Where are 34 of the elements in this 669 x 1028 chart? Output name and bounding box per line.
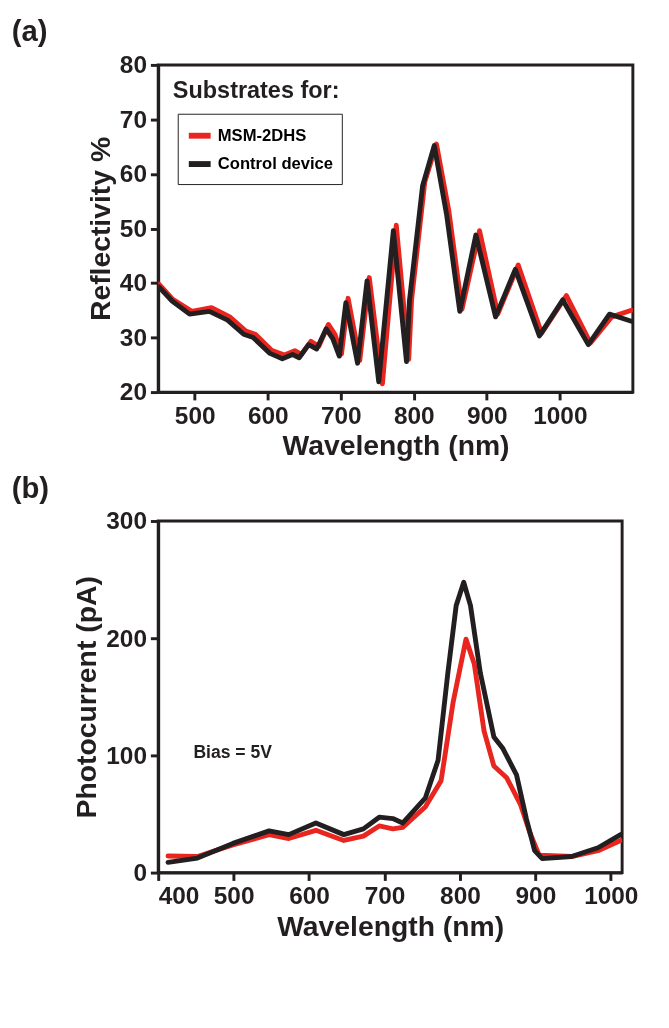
x-tick-label: 500: [213, 882, 255, 910]
x-tick-label: 400: [158, 882, 200, 910]
y-tick-label: 200: [106, 624, 147, 652]
x-tick-label: 600: [247, 401, 289, 429]
legend-label: Control device: [217, 153, 334, 173]
y-tick-label: 30: [119, 323, 147, 351]
y-tick-label: 70: [119, 105, 147, 133]
y-tick-label: 50: [119, 214, 147, 242]
chart-title: (a): [11, 14, 48, 48]
x-tick-label: 900: [515, 882, 557, 910]
x-tick-label: 700: [364, 882, 406, 910]
chart-title: (b): [11, 470, 50, 504]
y-tick-label: 0: [133, 858, 147, 886]
legend-title: Substrates for:: [172, 77, 340, 104]
x-tick-label: 700: [320, 401, 362, 429]
y-tick-label: 100: [106, 741, 147, 769]
x-axis-title: Wavelength (nm): [282, 429, 510, 462]
x-tick-label: 900: [466, 401, 508, 429]
y-tick-label: 300: [106, 507, 147, 535]
x-axis-title: Wavelength (nm): [277, 909, 505, 942]
annotation: Bias = 5V: [193, 741, 273, 762]
x-tick-label: 800: [440, 882, 481, 910]
y-axis-title: Photocurrent (pA): [70, 576, 103, 819]
x-tick-label: 800: [393, 401, 435, 429]
x-tick-label: 500: [174, 401, 216, 429]
y-tick-label: 20: [119, 378, 147, 406]
y-tick-label: 40: [119, 269, 147, 297]
x-tick-label: 1000: [584, 882, 639, 910]
y-tick-label: 80: [119, 51, 147, 79]
x-tick-label: 600: [289, 882, 330, 910]
x-tick-label: 1000: [533, 401, 588, 429]
y-axis-title: Reflectivity %: [84, 136, 117, 322]
legend-label: MSM-2DHS: [217, 125, 307, 145]
y-tick-label: 60: [119, 160, 147, 188]
